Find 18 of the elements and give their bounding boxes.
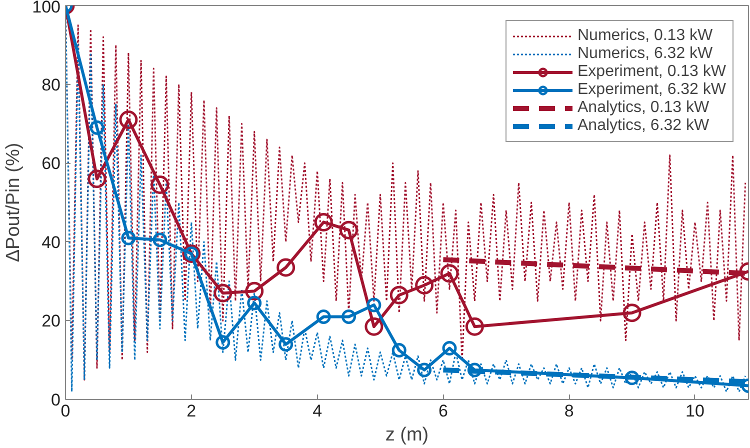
- legend-label: Experiment, 6.32 kW: [578, 81, 726, 99]
- y-axis-title: ΔPout/Pin (%): [3, 142, 24, 262]
- x-tick-label: 8: [564, 402, 574, 420]
- x-axis-title: z (m): [385, 424, 429, 446]
- y-tick-label: 100: [32, 0, 61, 16]
- y-tick-label: 40: [42, 232, 61, 252]
- legend-label: Analytics, 6.32 kW: [578, 117, 710, 135]
- x-tick-label: 10: [686, 402, 704, 420]
- legend-label: Numerics, 0.13 kW: [578, 27, 713, 45]
- y-tick-label: 80: [42, 75, 61, 94]
- x-tick-label: 2: [186, 402, 196, 420]
- legend-label: Analytics, 0.13 kW: [578, 99, 710, 117]
- y-tick-label: 60: [42, 154, 61, 174]
- legend-label: Experiment, 0.13 kW: [578, 63, 726, 81]
- x-tick-label: 6: [438, 402, 448, 420]
- x-tick-label: 4: [312, 402, 322, 420]
- legend-label: Numerics, 6.32 kW: [578, 45, 713, 63]
- y-tick-label: 20: [42, 312, 61, 331]
